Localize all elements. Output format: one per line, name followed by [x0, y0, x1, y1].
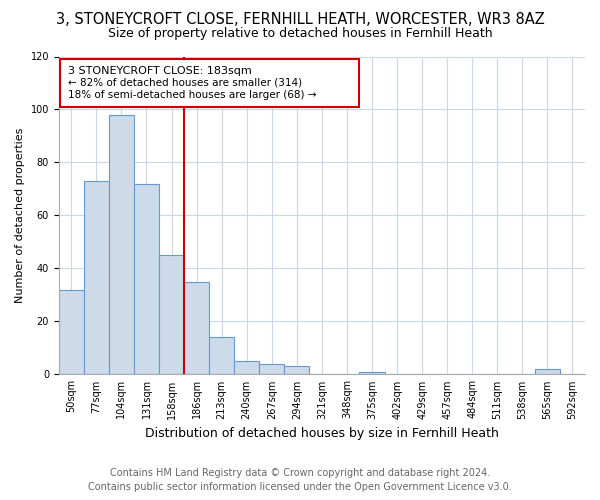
Bar — [134, 184, 159, 374]
Bar — [359, 372, 385, 374]
Bar — [535, 369, 560, 374]
Bar — [184, 282, 209, 374]
Text: ← 82% of detached houses are smaller (314): ← 82% of detached houses are smaller (31… — [68, 78, 302, 88]
Bar — [234, 361, 259, 374]
Text: 3, STONEYCROFT CLOSE, FERNHILL HEATH, WORCESTER, WR3 8AZ: 3, STONEYCROFT CLOSE, FERNHILL HEATH, WO… — [56, 12, 544, 28]
Bar — [259, 364, 284, 374]
X-axis label: Distribution of detached houses by size in Fernhill Heath: Distribution of detached houses by size … — [145, 427, 499, 440]
Text: Contains HM Land Registry data © Crown copyright and database right 2024.
Contai: Contains HM Land Registry data © Crown c… — [88, 468, 512, 492]
Bar — [284, 366, 310, 374]
Y-axis label: Number of detached properties: Number of detached properties — [15, 128, 25, 303]
FancyBboxPatch shape — [60, 59, 359, 107]
Text: Size of property relative to detached houses in Fernhill Heath: Size of property relative to detached ho… — [107, 28, 493, 40]
Bar — [209, 338, 234, 374]
Bar — [59, 290, 84, 374]
Text: 18% of semi-detached houses are larger (68) →: 18% of semi-detached houses are larger (… — [68, 90, 316, 100]
Bar — [84, 181, 109, 374]
Bar — [109, 115, 134, 374]
Bar — [159, 255, 184, 374]
Text: 3 STONEYCROFT CLOSE: 183sqm: 3 STONEYCROFT CLOSE: 183sqm — [68, 66, 251, 76]
